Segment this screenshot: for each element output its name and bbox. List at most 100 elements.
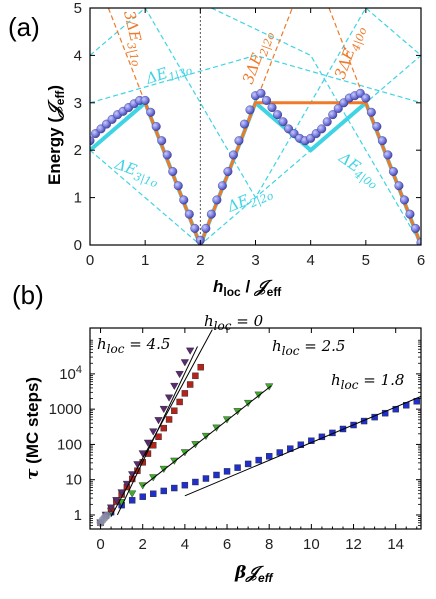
data-point: [192, 478, 199, 486]
panel-b-frame: [89, 327, 422, 530]
data-point: [244, 460, 252, 468]
panel-a-xlabel: hloc / 𝒥eff: [213, 277, 282, 299]
y-tick-label: 1: [74, 507, 82, 524]
y-tick-label: 4: [74, 47, 82, 64]
panel-a-frame: [89, 7, 422, 246]
data-point: [179, 195, 189, 205]
data-point: [201, 223, 211, 233]
data-point: [273, 110, 283, 120]
panel-a-annotation: 3ΔE4|0o​: [331, 23, 371, 83]
panel-a-annotation: ΔE3|1o​: [110, 155, 162, 192]
data-point: [146, 107, 156, 117]
data-point: [175, 370, 184, 379]
data-point: [128, 497, 136, 504]
y-tick-label: 3: [74, 95, 82, 112]
x-tick-label: 0: [96, 536, 104, 553]
data-point: [228, 150, 238, 160]
x-tick-label: 0: [86, 252, 94, 269]
data-point: [278, 117, 288, 127]
fit-line: [110, 329, 213, 517]
data-point: [149, 428, 158, 436]
data-point: [399, 195, 409, 205]
series-line-2: [90, 8, 421, 199]
panel-b-annotation: hloc​ = 0: [204, 312, 264, 333]
x-tick-label: 6: [417, 252, 425, 269]
data-point: [139, 493, 146, 500]
x-tick-label: 4: [306, 252, 314, 269]
data-point: [151, 121, 161, 131]
data-point: [245, 105, 255, 115]
panel-b-annotation: hloc​ = 4.5: [97, 335, 170, 356]
data-point: [328, 110, 338, 120]
panel-a-annotation: ΔE1|3o​: [143, 56, 195, 92]
panel-b-annotation: hloc​ = 1.8: [331, 371, 404, 392]
x-tick-label: 1: [141, 252, 149, 269]
x-tick-label: 6: [223, 536, 231, 553]
data-point: [234, 464, 241, 471]
data-point: [322, 117, 332, 127]
panel-a-annotation: ΔE4|0o​: [333, 148, 385, 193]
panel-b-label: (b): [12, 280, 44, 310]
data-point: [190, 223, 200, 233]
data-point: [102, 511, 111, 520]
x-tick-label: 2: [196, 252, 204, 269]
panel-a-annotation: 3ΔE3|1o​: [116, 9, 150, 69]
data-point: [266, 453, 273, 460]
data-point: [256, 88, 266, 98]
data-point: [171, 484, 178, 492]
data-point: [160, 424, 167, 432]
data-point: [150, 490, 157, 497]
fit-line: [184, 395, 421, 497]
data-point: [262, 95, 272, 105]
data-point: [394, 181, 404, 191]
data-point: [165, 416, 173, 423]
data-point: [212, 195, 222, 205]
data-point: [168, 167, 178, 177]
data-point: [388, 167, 398, 177]
y-tick-label: 2: [74, 142, 82, 159]
panel-a-ylabel: Energy (𝒥eff): [45, 85, 67, 185]
data-point: [223, 468, 231, 475]
data-point: [392, 405, 399, 413]
data-point: [377, 136, 387, 146]
series-line-0: [90, 54, 421, 104]
data-point: [213, 471, 220, 479]
data-point: [197, 363, 204, 371]
data-point: [297, 441, 305, 448]
data-point: [173, 181, 183, 191]
series-line-3: [211, 8, 421, 245]
data-point: [181, 390, 189, 397]
x-tick-label: 12: [345, 536, 362, 553]
data-point: [164, 394, 174, 402]
x-tick-label: 14: [387, 536, 404, 553]
data-point: [171, 407, 178, 414]
y-tick-label: 104: [59, 364, 82, 383]
data-point: [217, 181, 227, 191]
data-point: [176, 398, 183, 406]
data-point: [181, 481, 189, 489]
data-point: [202, 475, 210, 482]
data-point: [185, 347, 195, 355]
data-point: [317, 124, 327, 134]
panel-a-label: (a): [8, 12, 40, 42]
data-point: [372, 121, 382, 131]
panel-b-ticks: 0 2 4 6 8 10 12 14 1 10 100 1000 104: [49, 327, 421, 553]
data-point: [360, 417, 368, 425]
panel-a-points: [90, 88, 421, 245]
data-point: [180, 359, 190, 367]
data-point: [416, 238, 421, 245]
data-point: [206, 209, 216, 219]
data-point: [405, 209, 415, 219]
data-point: [157, 136, 167, 146]
data-point: [154, 417, 163, 425]
panel-b-annotations: hloc​ = 0 hloc​ = 4.5 hloc​ = 2.5 hloc​ = 1…: [97, 312, 404, 392]
data-point: [186, 381, 194, 388]
data-point: [155, 433, 162, 440]
x-tick-label: 5: [362, 252, 370, 269]
panel-b-ylabel: τ (MC steps): [23, 377, 43, 480]
data-point: [140, 95, 150, 105]
panel-a-ticks: 0 1 2 3 4 5 6 0 1 2 3 4 5: [74, 0, 426, 269]
